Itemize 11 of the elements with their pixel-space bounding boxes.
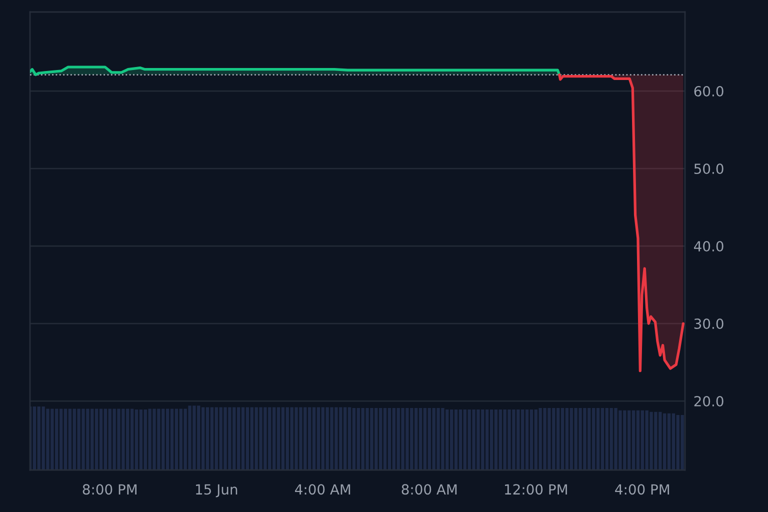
y-tick-label: 50.0 <box>694 164 724 174</box>
y-tick-label: 60.0 <box>694 86 724 97</box>
x-tick-label: 4:00 AM <box>295 484 350 495</box>
x-tick-label: 4:00 PM <box>615 484 670 495</box>
x-tick-label: 12:00 PM <box>505 484 567 495</box>
y-tick-label: 40.0 <box>694 241 724 252</box>
y-tick-label: 30.0 <box>694 318 724 330</box>
x-tick-label: 8:00 PM <box>82 484 137 495</box>
x-tick-label: 15 Jun <box>196 484 238 498</box>
x-tick-label: 8:00 AM <box>402 484 457 495</box>
y-tick-label: 20.0 <box>694 396 724 407</box>
